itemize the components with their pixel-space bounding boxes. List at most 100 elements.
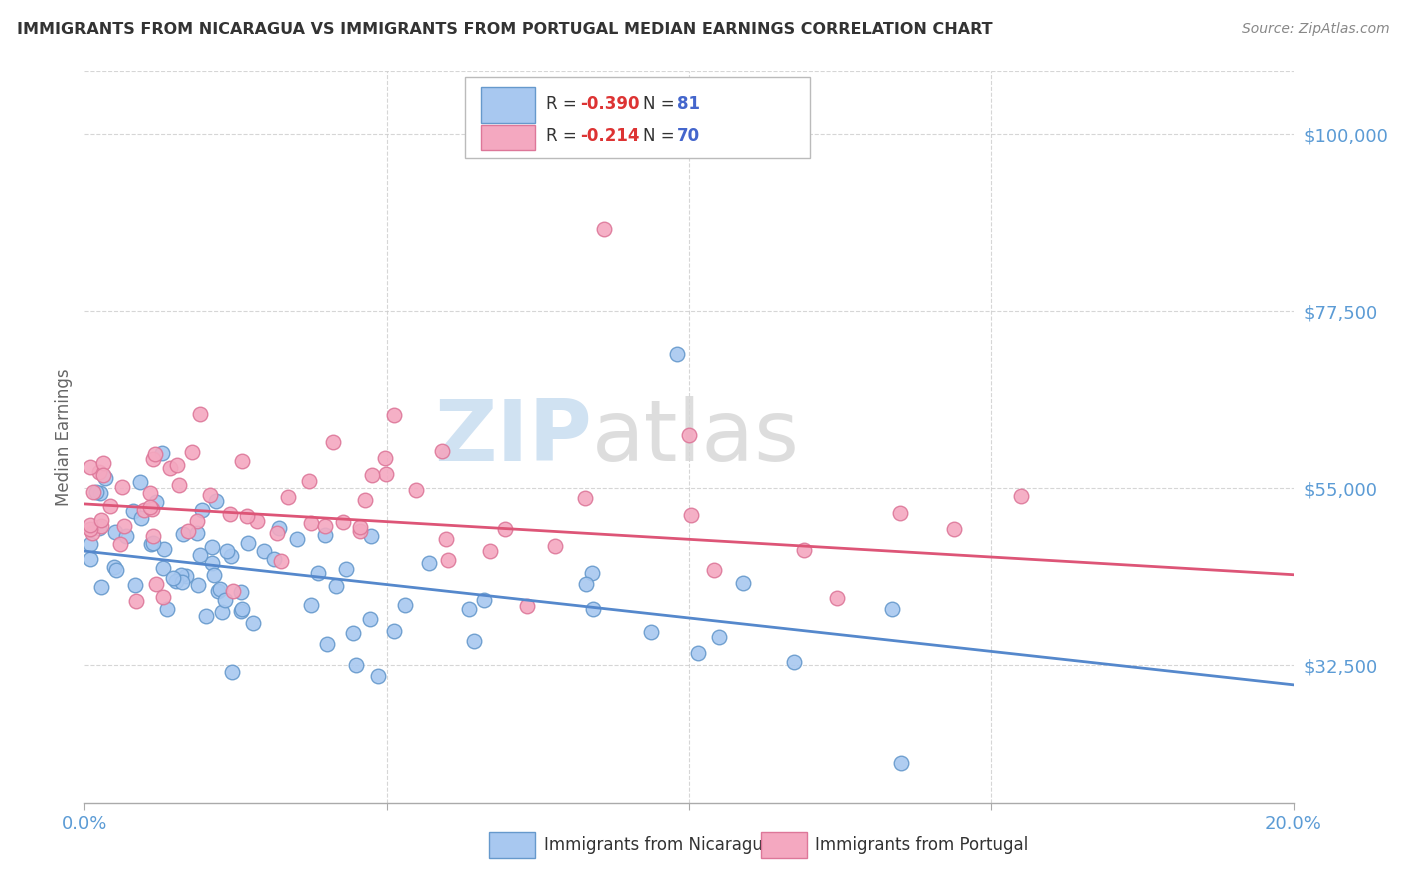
Point xyxy=(231,602,253,616)
Point xyxy=(79,460,101,475)
Point xyxy=(152,561,174,575)
Text: 70: 70 xyxy=(676,127,700,145)
Point xyxy=(84,485,107,500)
Point xyxy=(115,529,138,543)
Point xyxy=(703,563,725,577)
Point xyxy=(87,521,110,535)
Point xyxy=(202,568,225,582)
Point xyxy=(478,544,501,558)
Point xyxy=(191,503,214,517)
Point xyxy=(142,536,165,550)
Point xyxy=(574,491,596,505)
Point xyxy=(349,524,371,538)
Point xyxy=(153,541,176,556)
Point xyxy=(360,529,382,543)
Point xyxy=(231,604,253,618)
Point xyxy=(104,563,127,577)
Point xyxy=(143,447,166,461)
Point xyxy=(79,517,101,532)
Point xyxy=(360,467,382,482)
Point xyxy=(943,522,966,536)
Point xyxy=(516,599,538,613)
Point xyxy=(152,590,174,604)
Point xyxy=(93,456,115,470)
Point xyxy=(640,624,662,639)
Point xyxy=(889,506,911,520)
Point xyxy=(827,591,849,605)
Point xyxy=(139,537,162,551)
Point xyxy=(129,511,152,525)
Point xyxy=(231,454,253,468)
Point xyxy=(141,529,163,543)
Point xyxy=(90,513,112,527)
Point xyxy=(159,460,181,475)
Point xyxy=(87,465,110,479)
Point xyxy=(112,519,135,533)
Point xyxy=(111,480,134,494)
Text: 81: 81 xyxy=(676,95,700,113)
Point xyxy=(229,584,252,599)
Point xyxy=(170,567,193,582)
Text: -0.390: -0.390 xyxy=(581,95,640,113)
Text: Source: ZipAtlas.com: Source: ZipAtlas.com xyxy=(1241,22,1389,37)
FancyBboxPatch shape xyxy=(465,78,810,158)
Point xyxy=(236,536,259,550)
Point xyxy=(267,520,290,534)
Point xyxy=(152,445,174,459)
Point xyxy=(94,471,117,485)
Point xyxy=(432,444,454,458)
Point xyxy=(688,646,710,660)
Point xyxy=(110,536,132,550)
Point xyxy=(214,593,236,607)
Text: N =: N = xyxy=(643,127,681,145)
Point xyxy=(285,533,308,547)
Point xyxy=(90,580,112,594)
Point xyxy=(219,549,242,564)
Point xyxy=(707,630,730,644)
Point xyxy=(174,569,197,583)
Point xyxy=(132,503,155,517)
Point xyxy=(221,665,243,680)
Point xyxy=(1011,489,1033,503)
Point xyxy=(198,487,221,501)
Point xyxy=(128,475,150,489)
Point xyxy=(349,520,371,534)
Point xyxy=(187,578,209,592)
Point xyxy=(263,552,285,566)
Point xyxy=(316,637,339,651)
Text: R =: R = xyxy=(547,95,582,113)
Point xyxy=(494,522,516,536)
Point xyxy=(374,467,396,481)
Point xyxy=(335,562,357,576)
FancyBboxPatch shape xyxy=(489,832,536,858)
Point xyxy=(325,579,347,593)
FancyBboxPatch shape xyxy=(762,832,807,858)
Point xyxy=(382,624,405,639)
Point xyxy=(188,407,211,421)
Point xyxy=(434,532,457,546)
Point xyxy=(172,575,194,590)
Point xyxy=(121,504,143,518)
Point xyxy=(582,601,605,615)
Point xyxy=(91,467,114,482)
Point xyxy=(139,486,162,500)
Point xyxy=(242,616,264,631)
Point xyxy=(353,492,375,507)
Point xyxy=(314,519,336,533)
Point xyxy=(141,502,163,516)
Point xyxy=(195,608,218,623)
Point xyxy=(359,612,381,626)
Point xyxy=(176,524,198,539)
Point xyxy=(236,508,259,523)
Point xyxy=(437,553,460,567)
Y-axis label: Median Earnings: Median Earnings xyxy=(55,368,73,506)
Point xyxy=(472,593,495,607)
Text: atlas: atlas xyxy=(592,395,800,479)
Point xyxy=(793,542,815,557)
Point xyxy=(782,655,804,669)
Point xyxy=(211,605,233,619)
Point xyxy=(679,508,702,523)
Point xyxy=(82,484,104,499)
Point xyxy=(394,598,416,612)
Point xyxy=(208,582,231,597)
